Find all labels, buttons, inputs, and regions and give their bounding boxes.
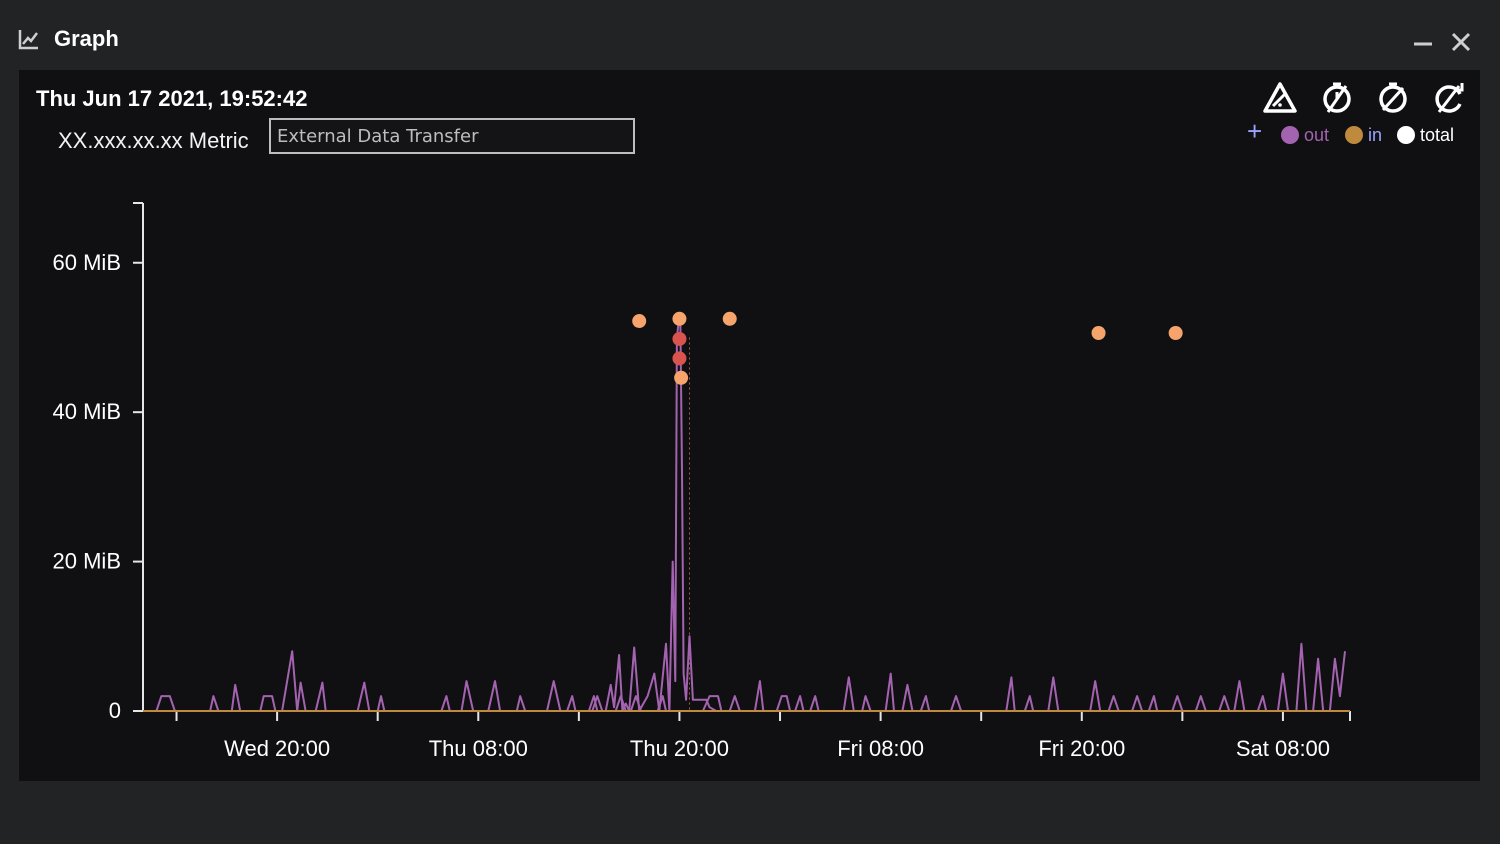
- close-icon[interactable]: [1449, 30, 1473, 54]
- legend-swatch-in: [1345, 126, 1363, 144]
- alert-triangle-icon[interactable]: [1262, 80, 1298, 116]
- series-line-out: [578, 314, 717, 712]
- y-tick-label: 20 MiB: [53, 549, 121, 574]
- no-compare-icon[interactable]: [1375, 80, 1411, 116]
- annotation-marker: [1091, 325, 1106, 340]
- metric-input[interactable]: [269, 118, 635, 154]
- legend-item-out[interactable]: out: [1281, 122, 1329, 148]
- legend-item-total[interactable]: total: [1397, 122, 1454, 148]
- annotation-marker: [672, 311, 687, 326]
- y-tick-label: 0: [109, 698, 121, 723]
- metric-label: XX.xxx.xx.xx Metric: [58, 128, 249, 153]
- x-tick-label: Thu 20:00: [630, 736, 729, 761]
- y-tick-label: 60 MiB: [53, 250, 121, 275]
- chart-line-icon: [18, 30, 38, 50]
- no-refresh-icon[interactable]: [1431, 80, 1467, 116]
- annotation-marker: [672, 351, 687, 366]
- window-title: Graph: [54, 26, 119, 51]
- x-tick-label: Fri 08:00: [837, 736, 924, 761]
- annotation-marker: [672, 331, 687, 346]
- series-line-out: [155, 642, 1346, 712]
- graph-panel: [19, 70, 1480, 781]
- x-tick-label: Thu 08:00: [429, 736, 528, 761]
- legend-item-in[interactable]: in: [1345, 122, 1382, 148]
- graph-timestamp: Thu Jun 17 2021, 19:52:42: [36, 86, 308, 111]
- annotation-marker: [722, 311, 737, 326]
- window-titlebar: Graph: [0, 0, 1500, 70]
- plus-icon[interactable]: +: [1247, 116, 1263, 146]
- legend-swatch-out: [1281, 126, 1299, 144]
- x-tick-label: Fri 20:00: [1038, 736, 1125, 761]
- y-tick-label: 40 MiB: [53, 399, 121, 424]
- legend-label-in: in: [1368, 124, 1383, 145]
- no-time-icon[interactable]: [1319, 80, 1355, 116]
- annotation-marker: [674, 370, 689, 385]
- legend-swatch-total: [1397, 126, 1415, 144]
- annotation-marker: [632, 314, 647, 329]
- x-tick-label: Sat 08:00: [1236, 736, 1330, 761]
- minimize-icon[interactable]: [1411, 30, 1435, 54]
- annotation-marker: [1168, 325, 1183, 340]
- legend-label-total: total: [1420, 124, 1455, 145]
- x-tick-label: Wed 20:00: [224, 736, 330, 761]
- legend-label-out: out: [1304, 124, 1330, 145]
